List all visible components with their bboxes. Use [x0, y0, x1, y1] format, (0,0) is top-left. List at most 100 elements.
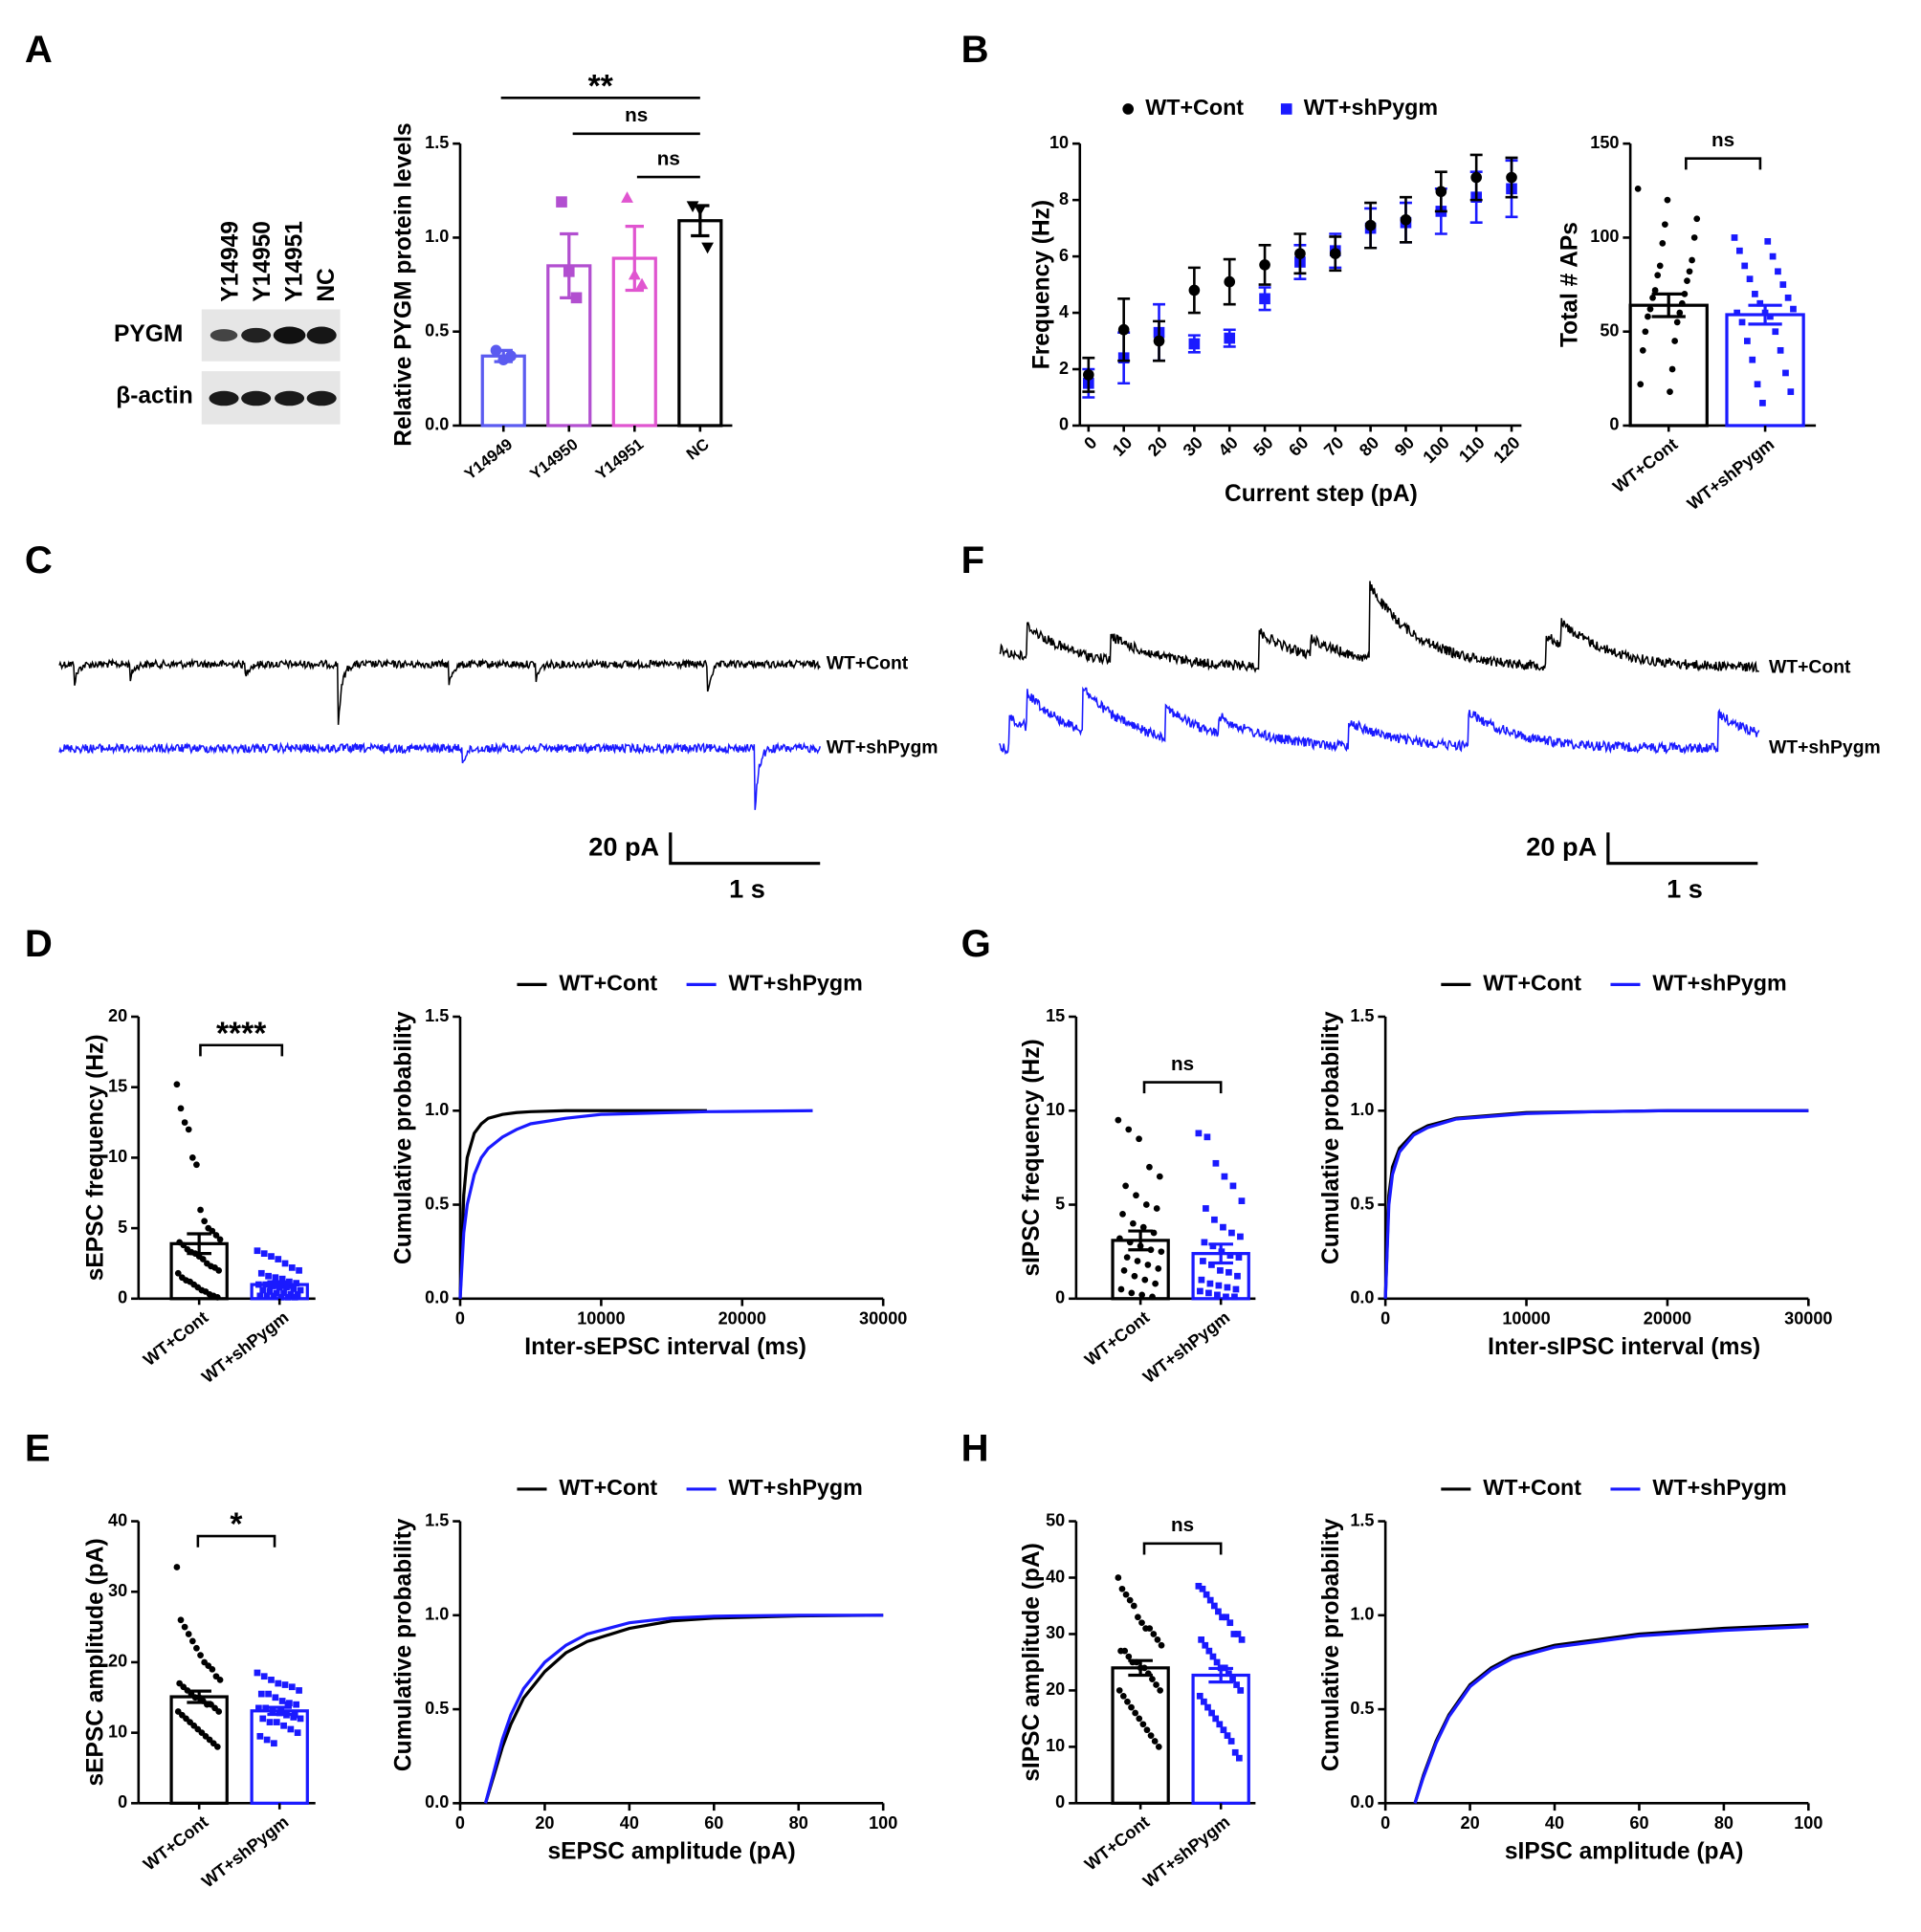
data-point: [254, 1247, 261, 1255]
data-point: [1787, 388, 1795, 395]
data-point: [1782, 369, 1789, 377]
x-tick-label: 30000: [1784, 1309, 1832, 1328]
significance-bracket: [196, 1534, 276, 1548]
data-point: [1199, 1585, 1206, 1592]
y-axis-label: sEPSC frequency (Hz): [82, 1035, 108, 1282]
legend-marker: [1280, 103, 1292, 115]
significance-label: ns: [625, 104, 648, 126]
panel-label: H: [961, 1427, 989, 1469]
data-point: [1759, 400, 1766, 406]
data-point: [1125, 1126, 1133, 1133]
data-point: [263, 1736, 271, 1744]
data-point: [255, 1704, 262, 1712]
data-point: [1673, 318, 1681, 326]
y-tick-label: 10: [108, 1722, 127, 1741]
x-axis-label: Inter-sIPSC interval (ms): [1488, 1334, 1760, 1360]
y-tick-label: 10: [108, 1147, 127, 1166]
error-bar: [1128, 1658, 1153, 1678]
data-point: [1220, 1223, 1226, 1231]
scale-label: 20 pA: [588, 831, 659, 861]
data-point: [1122, 1182, 1129, 1190]
panel-label: E: [25, 1427, 51, 1469]
y-tick-label: 40: [108, 1510, 127, 1529]
data-point: [1142, 1201, 1150, 1208]
y-axis-label: Frequency (Hz): [1028, 200, 1054, 369]
error-bar: [1208, 1666, 1233, 1684]
blot-band: [209, 390, 239, 406]
western-blot: Y14949 Y14950 Y14951 NC PYGM β-actin: [114, 221, 341, 425]
data-point: [193, 1161, 200, 1169]
data-point: [291, 1293, 298, 1301]
data-point: [199, 1256, 207, 1262]
data-point: [1136, 1715, 1143, 1723]
data-point: [280, 1289, 287, 1297]
data-point: [1150, 1631, 1158, 1637]
data-point: [556, 196, 567, 208]
error-bar: [267, 1705, 293, 1717]
y-tick-label: 20: [1046, 1680, 1065, 1699]
y-tick-label: 0.0: [425, 1792, 449, 1811]
y-tick-label: 150: [1590, 133, 1619, 152]
y-tick-label: 1.0: [425, 1605, 449, 1624]
data-point: [1143, 1726, 1151, 1734]
y-tick-label: 8: [1059, 189, 1069, 209]
y-axis-label: Total # APs: [1557, 222, 1583, 347]
data-point: [296, 1266, 302, 1274]
data-point: [281, 1260, 289, 1267]
data-point: [1155, 1744, 1162, 1750]
data-point: [1645, 313, 1651, 320]
data-point: [1238, 1197, 1246, 1204]
data-point: [291, 1711, 298, 1719]
cumulative-line: [1413, 1624, 1809, 1804]
data-point: [259, 1286, 267, 1294]
data-point: [269, 1708, 276, 1715]
legend-label: WT+Cont: [1145, 95, 1244, 120]
x-tick-label: 30000: [859, 1309, 907, 1328]
data-point: [212, 1232, 220, 1239]
y-axis-label: Cumulative probability: [1318, 1518, 1344, 1771]
trace: [58, 741, 821, 810]
data-point: [1151, 1738, 1159, 1745]
data-point: [216, 1236, 224, 1243]
data-point: [1195, 1582, 1203, 1590]
trace: [999, 686, 1760, 756]
data-point: [1138, 1291, 1146, 1299]
data-point: [1662, 221, 1668, 229]
data-point: [1224, 275, 1236, 288]
significance-bracket: [1142, 1542, 1223, 1555]
data-point: [1204, 1703, 1211, 1711]
cumulative-line: [458, 1109, 707, 1299]
y-tick-label: 0: [118, 1792, 127, 1811]
data-point: [1121, 1647, 1129, 1655]
data-point: [1214, 1291, 1221, 1299]
data-point: [1115, 1116, 1122, 1124]
data-point: [256, 1292, 264, 1300]
data-point: [1217, 1266, 1224, 1274]
data-point: [1235, 1254, 1243, 1261]
row-label: β-actin: [116, 384, 192, 409]
legend-label: WT+Cont: [559, 971, 657, 996]
data-point: [1733, 309, 1741, 317]
data-point: [1131, 1272, 1138, 1280]
data-point: [1139, 1223, 1147, 1231]
data-point: [1686, 268, 1693, 275]
y-tick-label: 0.5: [425, 1194, 449, 1213]
panel-label: B: [961, 29, 989, 71]
data-point: [635, 277, 649, 290]
data-point: [1744, 338, 1751, 344]
data-point: [215, 1266, 223, 1274]
data-point: [1651, 287, 1659, 294]
y-tick-label: 1.5: [425, 1006, 449, 1025]
data-point: [1123, 1254, 1131, 1261]
lane-label: Y14949: [217, 221, 243, 302]
data-point: [1224, 1732, 1231, 1739]
y-axis-label: Cumulative probability: [1318, 1011, 1344, 1264]
data-point: [1220, 1726, 1227, 1734]
data-point: [260, 1673, 268, 1680]
scale-label: 20 pA: [1526, 831, 1597, 861]
x-tick-label: 100: [869, 1813, 897, 1833]
y-axis-label: sIPSC amplitude (pA): [1019, 1543, 1045, 1782]
data-point: [1233, 1681, 1240, 1688]
error-bar: [1748, 303, 1782, 326]
data-point: [1208, 1262, 1215, 1268]
